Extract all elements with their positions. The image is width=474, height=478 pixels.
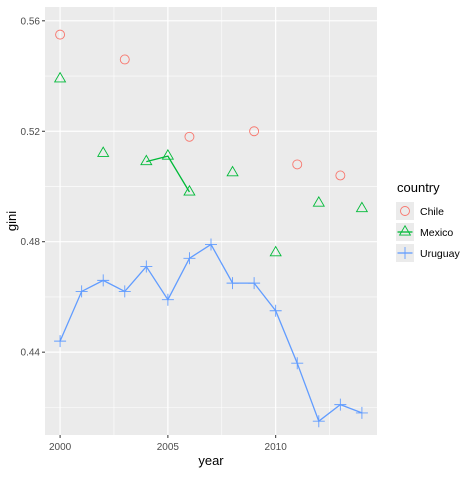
y-axis-title: gini — [4, 211, 19, 231]
legend-label-uruguay: Uruguay — [420, 248, 460, 260]
legend-marker-mexico — [398, 224, 412, 236]
chile-point — [292, 159, 303, 170]
legend-label-chile: Chile — [420, 206, 444, 218]
grid-minor — [45, 7, 377, 435]
chile-point — [184, 131, 195, 142]
legend-label-mexico: Mexico — [420, 227, 453, 239]
uruguay-point — [291, 357, 304, 370]
mexico-point — [355, 201, 369, 213]
uruguay-point — [54, 335, 67, 348]
mexico-point — [97, 146, 110, 157]
uruguay-point — [140, 260, 153, 273]
chile-point — [55, 29, 66, 40]
uruguay-point — [161, 293, 174, 306]
x-axis: 2000 2005 2010 — [49, 435, 287, 453]
panel-background — [45, 7, 377, 435]
mexico-point — [226, 165, 239, 177]
mexico-point — [183, 184, 196, 196]
chile-point — [335, 170, 346, 181]
chile-point — [119, 54, 130, 65]
legend-marker-uruguay — [399, 247, 411, 259]
uruguay-point — [226, 277, 239, 290]
x-tick-label: 2005 — [157, 442, 180, 453]
uruguay-point — [334, 398, 347, 411]
x-tick-label: 2000 — [49, 442, 72, 453]
legend-marker-chile — [400, 206, 410, 216]
legend-key-chile — [396, 202, 414, 220]
y-tick-label: 0.48 — [21, 237, 41, 248]
uruguay-point — [183, 252, 196, 265]
x-tick-label: 2010 — [265, 442, 288, 453]
mexico-line — [146, 155, 190, 193]
uruguay-point — [269, 304, 282, 317]
uruguay-point — [118, 285, 131, 298]
chile-point — [249, 126, 260, 137]
y-tick-label: 0.56 — [21, 16, 41, 27]
uruguay-point — [355, 406, 368, 419]
y-axis: 0.44 0.48 0.52 0.56 — [21, 16, 45, 359]
uruguay-point — [312, 415, 325, 428]
mexico-point — [269, 245, 282, 257]
grid-major — [45, 7, 377, 435]
legend-title: country — [397, 180, 440, 195]
series-points — [53, 29, 369, 428]
y-tick-label: 0.44 — [21, 348, 41, 359]
x-axis-title: year — [198, 453, 224, 468]
mexico-point — [312, 195, 325, 207]
uruguay-point — [205, 238, 217, 251]
y-tick-label: 0.52 — [21, 127, 41, 138]
uruguay-point — [248, 277, 261, 290]
legend: country Chile Mexico Uruguay — [396, 180, 460, 262]
uruguay-point — [97, 274, 110, 287]
mexico-point — [53, 71, 67, 83]
mexico-point — [140, 154, 153, 166]
mexico-point — [161, 149, 175, 160]
uruguay-point — [75, 285, 88, 298]
